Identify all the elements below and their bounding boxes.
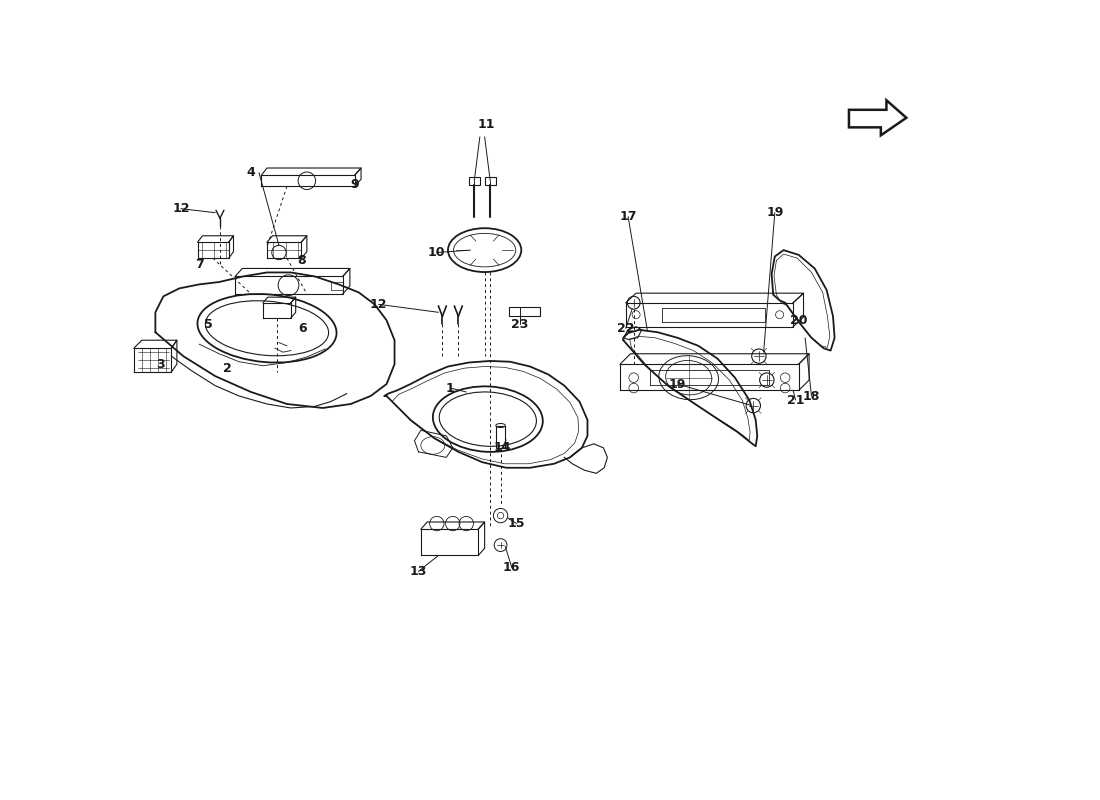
Text: 9: 9 xyxy=(351,178,359,191)
Text: 5: 5 xyxy=(205,318,213,330)
Text: 12: 12 xyxy=(370,298,387,311)
Text: 12: 12 xyxy=(172,202,189,215)
Text: 15: 15 xyxy=(508,517,526,530)
Text: 4: 4 xyxy=(246,166,255,179)
Text: 22: 22 xyxy=(617,322,635,334)
Text: 6: 6 xyxy=(298,322,307,334)
Bar xyxy=(485,177,496,185)
Text: 13: 13 xyxy=(410,565,427,578)
Text: 19: 19 xyxy=(669,378,686,390)
Text: 3: 3 xyxy=(156,358,165,370)
Text: 1: 1 xyxy=(446,382,454,394)
Text: 11: 11 xyxy=(477,118,495,131)
Text: 17: 17 xyxy=(619,210,637,223)
Text: 10: 10 xyxy=(428,246,446,259)
Text: 14: 14 xyxy=(494,442,510,454)
Text: 8: 8 xyxy=(297,254,306,267)
Text: 21: 21 xyxy=(786,394,804,406)
Text: 2: 2 xyxy=(222,362,231,374)
Bar xyxy=(496,426,505,448)
Text: 7: 7 xyxy=(195,258,204,271)
Text: 19: 19 xyxy=(766,206,783,219)
Text: 20: 20 xyxy=(790,314,807,326)
Text: 16: 16 xyxy=(503,561,520,574)
Text: 18: 18 xyxy=(803,390,821,402)
Bar xyxy=(469,177,480,185)
Text: 23: 23 xyxy=(512,318,528,330)
Bar xyxy=(508,306,540,316)
